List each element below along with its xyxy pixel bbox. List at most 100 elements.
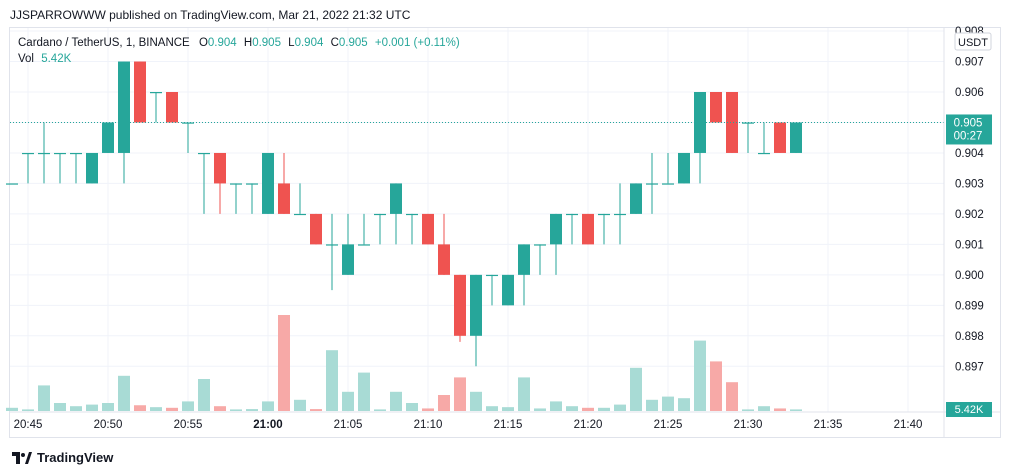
candle-body <box>134 61 146 123</box>
x-tick-label: 21:05 <box>334 419 363 431</box>
volume-bar <box>694 340 706 411</box>
volume-bar <box>358 372 370 411</box>
low-value: 0.904 <box>294 37 324 49</box>
ohlc-row: Cardano / TetherUS, 1, BINANCE O0.904 H0… <box>18 35 464 51</box>
candle <box>374 213 386 245</box>
volume-bar <box>678 398 690 411</box>
volume-bar <box>550 401 562 411</box>
high-label: H <box>243 37 253 49</box>
volume-bar <box>294 399 306 411</box>
candle <box>566 213 578 245</box>
candle <box>502 274 514 306</box>
high-value: 0.905 <box>252 37 281 49</box>
candle <box>630 183 642 214</box>
y-tick-label: 0.897 <box>955 361 984 373</box>
y-tick-label: 0.906 <box>955 87 984 99</box>
volume-bar <box>726 382 738 411</box>
volume-bar <box>374 409 386 411</box>
candle <box>470 274 482 367</box>
volume-bar <box>710 361 722 411</box>
candle <box>70 152 82 184</box>
volume-bar <box>278 315 290 411</box>
candle <box>438 213 450 275</box>
candle <box>598 213 610 245</box>
candles <box>6 61 802 367</box>
candle <box>646 152 658 214</box>
candle-body <box>598 213 610 216</box>
currency-label: USDT <box>958 37 988 49</box>
volume-bar <box>182 401 194 411</box>
candle-body <box>646 183 658 185</box>
close-label: C <box>330 37 339 49</box>
y-tick-label: 0.904 <box>955 148 984 160</box>
time-axis: 20:45 20:50 20:55 21:00 21:05 21:10 21:15 21:20… <box>14 419 923 431</box>
x-tick-label: 20:55 <box>174 419 203 431</box>
candle <box>38 122 50 184</box>
candle <box>534 244 546 275</box>
tradingview-brand[interactable]: TradingView <box>37 450 114 465</box>
x-tick-label: 21:10 <box>414 419 443 431</box>
volume-bar <box>662 396 674 411</box>
volume-bar <box>6 407 18 411</box>
candle-body <box>358 244 370 246</box>
price-axis: 0.897 0.898 0.899 0.900 0.901 0.902 0.903 0.904… <box>955 26 984 373</box>
candle-body <box>102 122 114 153</box>
candle <box>742 122 754 153</box>
y-tick-label: 0.902 <box>955 209 984 221</box>
last-price-badge <box>946 114 992 145</box>
candle <box>54 152 66 184</box>
volume-bar <box>390 391 402 411</box>
candle-body <box>342 244 354 275</box>
candle <box>406 213 418 245</box>
x-tick-label: 21:40 <box>894 419 923 431</box>
y-tick-label: 0.900 <box>955 270 984 282</box>
volume-bar <box>406 403 418 411</box>
grid <box>10 28 944 412</box>
volume-bar <box>342 391 354 411</box>
chart-frame <box>9 27 1001 438</box>
candle-body <box>150 92 162 94</box>
volume-bar <box>470 391 482 411</box>
candle <box>662 152 674 185</box>
candle-body <box>246 183 258 185</box>
candle <box>518 244 530 306</box>
volume-bar <box>102 403 114 411</box>
open-value: 0.904 <box>207 37 237 49</box>
candle <box>342 213 354 275</box>
candle <box>246 183 258 214</box>
candle-body <box>118 61 130 153</box>
volume-bar <box>118 375 130 411</box>
candle-body <box>326 244 338 246</box>
candle <box>102 122 114 153</box>
volume-bar <box>214 406 226 411</box>
candle <box>694 92 706 184</box>
volume-bar <box>38 385 50 411</box>
currency-badge[interactable] <box>954 32 992 51</box>
volume-bar <box>534 408 546 411</box>
volume-bar <box>198 379 210 411</box>
candle-body <box>262 152 274 214</box>
y-tick-label: 0.899 <box>955 300 984 312</box>
candle-body <box>22 152 34 155</box>
candle <box>214 152 226 214</box>
tradingview-logo-icon <box>12 451 32 464</box>
open-label: O <box>198 37 208 49</box>
candle-body <box>198 152 210 155</box>
volume-bar <box>486 406 498 411</box>
volume-bar <box>790 409 802 411</box>
x-tick-label: 21:15 <box>494 419 523 431</box>
footer: TradingView <box>12 450 113 465</box>
candle-body <box>374 213 386 216</box>
candle <box>422 213 434 245</box>
candle-body <box>166 92 178 123</box>
volume-bar <box>326 350 338 411</box>
symbol-title[interactable]: Cardano / TetherUS, 1, BINANCE <box>18 37 190 49</box>
candle-body <box>54 152 66 155</box>
candle <box>454 274 466 342</box>
volume-bar <box>86 404 98 411</box>
candle <box>790 122 802 153</box>
candle <box>678 152 690 184</box>
last-price-value: 0.905 <box>954 117 983 129</box>
volume-bar <box>742 409 754 411</box>
